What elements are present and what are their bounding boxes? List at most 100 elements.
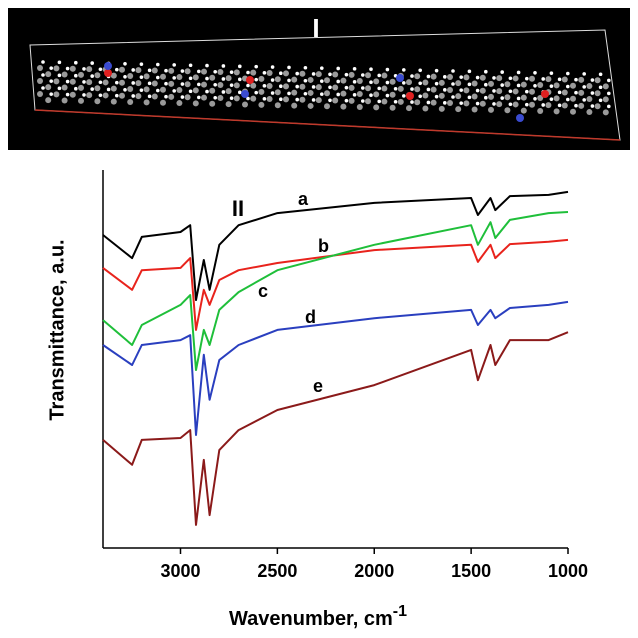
atom bbox=[103, 92, 109, 98]
atom bbox=[451, 95, 455, 99]
atom bbox=[369, 93, 373, 97]
atom bbox=[115, 81, 119, 85]
atom bbox=[291, 90, 297, 96]
atom bbox=[308, 77, 314, 83]
atom bbox=[234, 69, 240, 75]
atom bbox=[349, 85, 355, 91]
atom bbox=[447, 87, 453, 93]
atom bbox=[533, 71, 537, 75]
atom bbox=[312, 85, 316, 89]
atom bbox=[504, 81, 510, 87]
atom bbox=[336, 93, 340, 97]
atom bbox=[164, 69, 168, 73]
atom bbox=[119, 67, 125, 73]
atom bbox=[468, 83, 472, 87]
atom bbox=[287, 92, 291, 96]
atom bbox=[181, 69, 185, 73]
atom bbox=[78, 85, 84, 91]
atom bbox=[345, 86, 349, 90]
atom bbox=[521, 82, 527, 88]
atom bbox=[554, 95, 560, 101]
atom bbox=[332, 97, 338, 103]
atom bbox=[476, 89, 480, 93]
atom bbox=[328, 86, 332, 90]
atom bbox=[115, 68, 119, 72]
atom bbox=[357, 104, 363, 110]
atom bbox=[168, 94, 174, 100]
series-label: a bbox=[298, 189, 309, 209]
atom bbox=[287, 79, 291, 83]
atom bbox=[217, 69, 223, 75]
hetero-atom bbox=[104, 69, 112, 77]
atom bbox=[480, 75, 486, 81]
atom bbox=[230, 96, 234, 100]
atom bbox=[468, 70, 472, 74]
atom bbox=[312, 72, 316, 76]
atom bbox=[304, 66, 308, 70]
atom bbox=[525, 90, 529, 94]
atom bbox=[123, 88, 127, 92]
series-label: d bbox=[305, 307, 316, 327]
atom bbox=[357, 91, 363, 97]
atom bbox=[156, 89, 160, 93]
atom bbox=[591, 91, 595, 95]
atom bbox=[427, 88, 431, 92]
atom bbox=[496, 75, 502, 81]
atom bbox=[279, 84, 283, 88]
atom bbox=[500, 96, 504, 100]
atom bbox=[545, 76, 551, 82]
atom bbox=[488, 81, 494, 87]
atom bbox=[595, 90, 601, 96]
atom bbox=[41, 73, 45, 77]
atom bbox=[410, 74, 414, 78]
atom bbox=[381, 73, 387, 79]
atom bbox=[463, 87, 469, 93]
atom bbox=[82, 93, 86, 97]
atom bbox=[472, 107, 478, 113]
atom bbox=[267, 96, 273, 102]
atom bbox=[217, 82, 223, 88]
atom bbox=[58, 74, 62, 78]
atom bbox=[578, 103, 584, 109]
atom bbox=[66, 80, 70, 84]
atom bbox=[308, 103, 314, 109]
atom bbox=[541, 103, 545, 107]
atom bbox=[455, 93, 461, 99]
atom bbox=[550, 97, 554, 101]
atom bbox=[529, 102, 535, 108]
hetero-atom bbox=[406, 92, 414, 100]
atom bbox=[459, 101, 463, 105]
atom bbox=[140, 88, 144, 92]
atom bbox=[254, 65, 258, 69]
atom bbox=[517, 97, 521, 101]
atom bbox=[582, 98, 586, 102]
atom bbox=[250, 96, 256, 102]
atom bbox=[566, 72, 570, 76]
atom bbox=[45, 71, 51, 77]
atom bbox=[480, 88, 486, 94]
atom bbox=[480, 101, 486, 107]
atom bbox=[205, 77, 209, 81]
atom bbox=[111, 86, 117, 92]
atom bbox=[279, 97, 283, 101]
atom bbox=[230, 70, 234, 74]
panel-label: II bbox=[232, 196, 244, 221]
atom bbox=[246, 84, 250, 88]
atom bbox=[119, 93, 125, 99]
atom bbox=[316, 97, 322, 103]
atom bbox=[94, 85, 100, 91]
atom bbox=[263, 97, 267, 101]
atom bbox=[484, 83, 488, 87]
atom bbox=[58, 87, 62, 91]
atom bbox=[451, 82, 455, 86]
atom bbox=[258, 89, 264, 95]
atom bbox=[390, 92, 396, 98]
atom bbox=[197, 83, 201, 87]
atom bbox=[586, 109, 592, 115]
atom bbox=[222, 90, 226, 94]
atom bbox=[607, 105, 611, 109]
atom bbox=[500, 83, 504, 87]
x-tick-label: 2500 bbox=[257, 561, 297, 581]
atom bbox=[509, 89, 513, 93]
atom bbox=[164, 82, 168, 86]
